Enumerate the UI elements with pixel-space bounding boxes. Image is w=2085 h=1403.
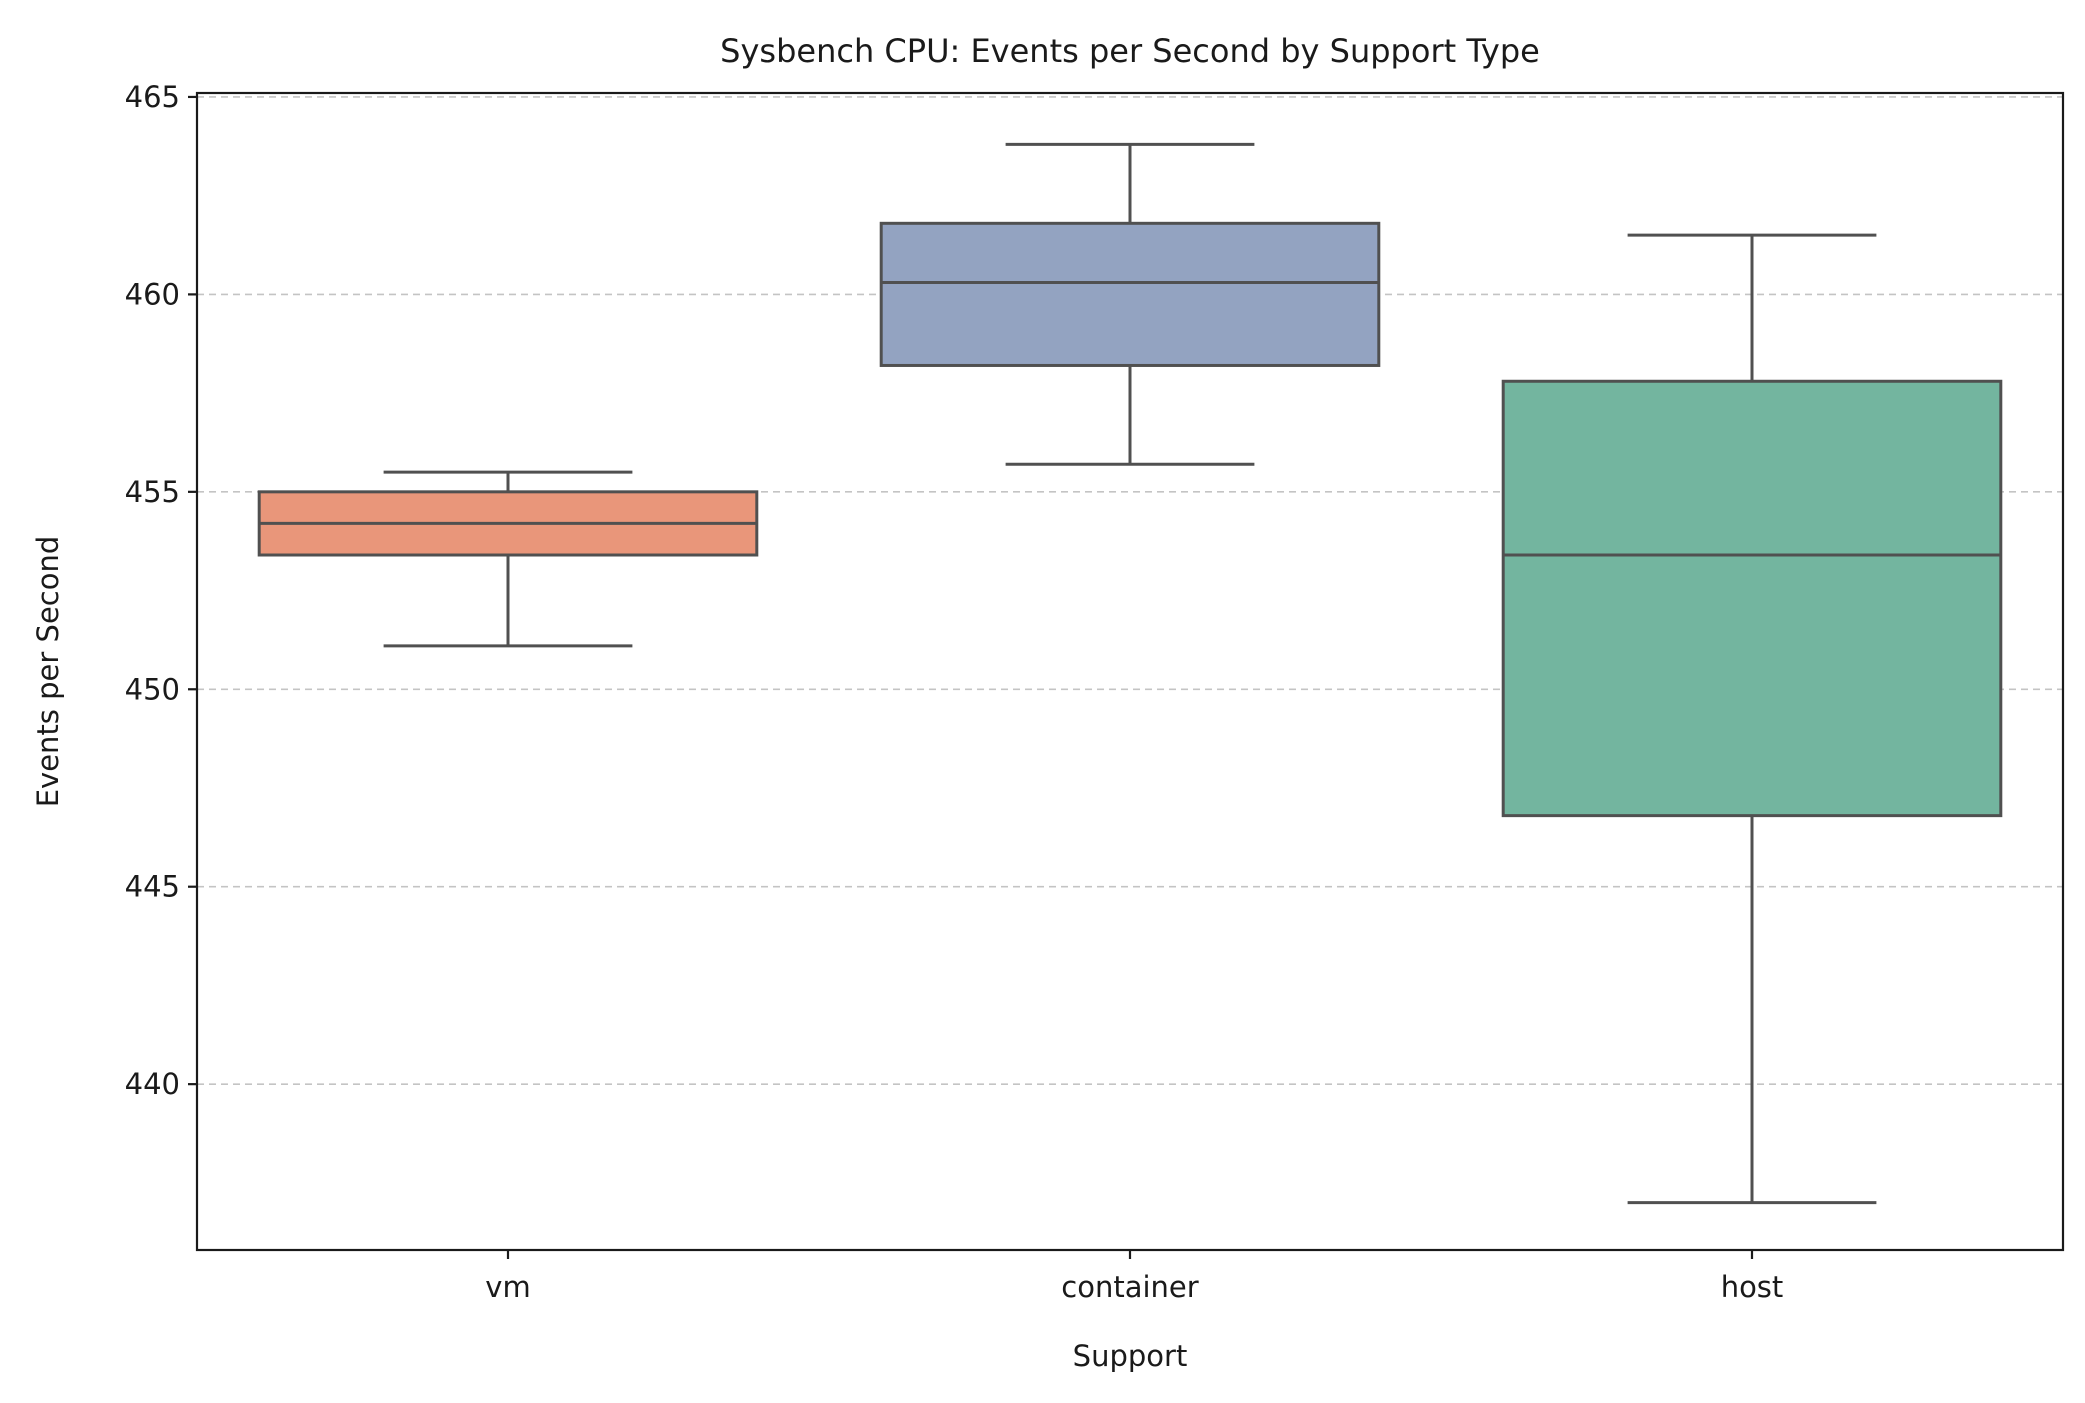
box-group-container (879, 142, 1381, 466)
chart-title: Sysbench CPU: Events per Second by Suppo… (720, 32, 1540, 70)
x-tick-label: container (1061, 1270, 1198, 1304)
x-tick-label: vm (485, 1270, 530, 1304)
x-tick-label: host (1721, 1270, 1784, 1304)
box-group-host (1501, 233, 2003, 1205)
y-tick-label: 440 (125, 1067, 180, 1101)
x-axis-label: Support (1073, 1339, 1188, 1373)
y-tick-label: 460 (125, 277, 180, 311)
y-tick-label: 465 (125, 80, 180, 114)
box-container (879, 221, 1381, 367)
box-group-vm (257, 470, 759, 648)
ticks: 440 445 450 455 460 465 vm container host (125, 80, 1784, 1304)
y-axis-label: Events per Second (31, 536, 65, 808)
y-tick-label: 450 (125, 672, 180, 706)
box-host (1501, 379, 2003, 818)
y-tick-label: 445 (125, 870, 180, 904)
y-tick-label: 455 (125, 475, 180, 509)
boxes (257, 142, 2003, 1205)
